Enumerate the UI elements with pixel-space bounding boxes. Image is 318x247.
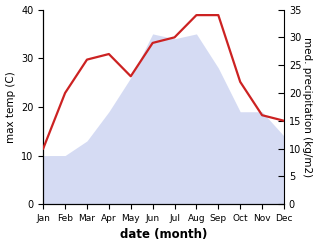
Y-axis label: max temp (C): max temp (C) (5, 71, 16, 143)
Y-axis label: med. precipitation (kg/m2): med. precipitation (kg/m2) (302, 37, 313, 177)
X-axis label: date (month): date (month) (120, 228, 207, 242)
